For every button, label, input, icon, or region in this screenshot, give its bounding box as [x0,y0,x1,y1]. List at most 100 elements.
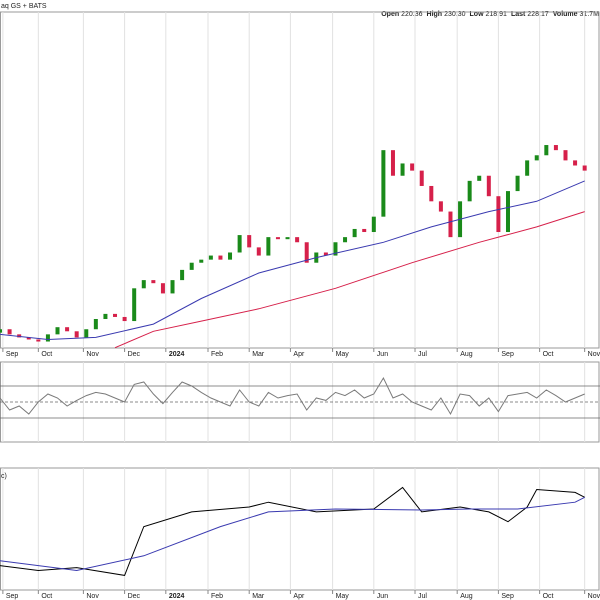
candle [170,280,175,294]
x-tick-label: Feb [211,351,223,358]
quote-label: High [427,11,443,18]
candle [496,196,501,233]
candle [390,150,395,176]
candle [199,259,204,263]
x-tick-label: Jun [377,593,388,600]
x-tick-label: Apr [293,351,305,358]
candle [275,237,280,240]
x-tick-label: 2024 [169,351,185,358]
candle [132,288,137,322]
quote-value: 220.36 [401,11,423,18]
x-tick-label: Jun [377,351,388,358]
x-tick-label: Apr [293,593,305,600]
quote-line: Open 220.36 High 230.30 Low 218.91 Last 228.17 V… [381,11,599,18]
x-tick-label: Aug [460,593,473,600]
candle [410,163,415,171]
candle [467,180,472,202]
candle [84,329,89,338]
candle [295,237,300,243]
x-tick-label: May [336,593,350,600]
candle [438,201,443,212]
candle [477,175,482,181]
quote-label: Low [470,11,485,18]
candle [17,334,22,338]
x-tick-label: Aug [460,351,473,358]
candle [0,329,2,333]
line [0,180,585,341]
candle [381,150,386,217]
candle [93,319,98,330]
candle [429,185,434,202]
candle [180,269,185,281]
candle [266,237,271,256]
panel-frame [0,11,600,349]
x-tick-label: Oct [41,593,52,600]
candle [553,145,558,151]
candle [371,216,376,233]
x-tick-label: Nov [588,351,600,358]
x-tick-label: Mar [252,593,265,600]
candle [525,160,530,176]
candle [218,255,223,260]
x-tick-label: Nov [86,351,99,358]
candle [208,255,213,260]
x-tick-label: Dec [128,351,141,358]
x-tick-label: Nov [86,593,99,600]
quote-label: Open [381,11,399,18]
x-tick-label: Jul [418,593,427,600]
candle [544,145,549,156]
quote-label: Volume [553,11,578,18]
x-tick-label: Mar [252,351,265,358]
quote-value: 31.7M [580,11,600,18]
candle [237,235,242,253]
candle [285,237,290,240]
x-tick-label: Oct [543,351,554,358]
quote-value: 218.91 [486,11,508,18]
candle [151,280,156,284]
x-tick-label: Sep [6,351,19,358]
candle [582,165,587,171]
candle [7,329,12,335]
candle [103,313,108,320]
candle [515,175,520,192]
x-tick-label: Nov [588,593,600,600]
candle [352,228,357,238]
candle [74,331,79,338]
candle [189,262,194,270]
x-tick-label: Dec [128,593,141,600]
x-tick-label: May [336,351,350,358]
candle [26,337,31,340]
candle [563,150,568,161]
candle [362,228,367,233]
candle [65,327,70,332]
candle [160,283,165,294]
candle [323,252,328,256]
line [0,486,585,576]
candle [45,334,50,342]
candle [486,175,491,197]
x-tick-label: Sep [501,593,514,600]
candle [400,163,405,176]
panel-frame [0,467,600,591]
candle [534,155,539,161]
x-tick-label: Jul [418,351,427,358]
candle [113,313,118,317]
x-tick-label: 2024 [169,593,185,600]
candle [505,191,510,233]
candle [448,211,453,238]
candle [141,280,146,289]
source-label: aq GS + BATS [1,3,47,10]
candle [36,339,41,342]
panel-label: c) [1,473,7,480]
quote-value: 228.17 [527,11,549,18]
quote-label: Last [511,11,526,18]
candle [304,242,309,263]
candle [419,170,424,186]
x-tick-label: Oct [41,351,52,358]
x-tick-label: Oct [543,593,554,600]
candle [343,237,348,243]
x-tick-label: Sep [501,351,514,358]
candle [256,247,261,256]
candle [55,327,60,335]
